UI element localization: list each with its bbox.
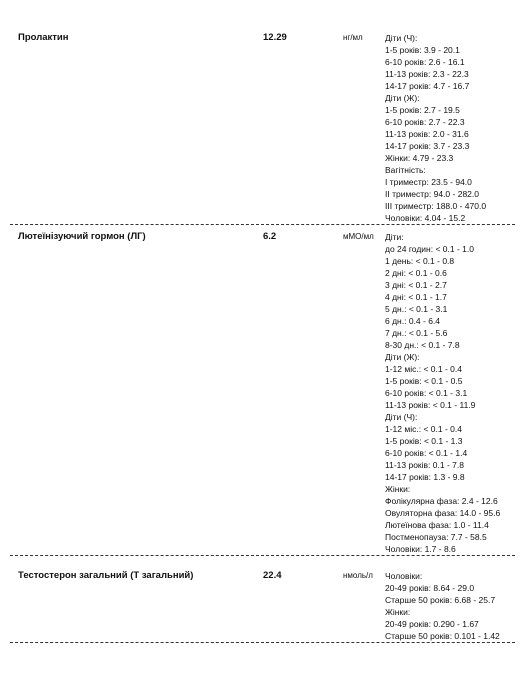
reference-line: 6-10 років: 2.6 - 16.1: [385, 57, 465, 67]
reference-line: Лютеїнова фаза: 1.0 - 11.4: [385, 520, 489, 530]
reference-line: Фолікулярна фаза: 2.4 - 12.6: [385, 496, 498, 506]
reference-line: 6-10 років: 2.7 - 22.3: [385, 117, 465, 127]
reference-line: 3 дні: < 0.1 - 2.7: [385, 280, 447, 290]
reference-line: Діти:: [385, 232, 404, 242]
reference-line: 1-12 міс.: < 0.1 - 0.4: [385, 424, 462, 434]
reference-line: Жінки:: [385, 607, 411, 617]
reference-line: 11-13 років: < 0.1 - 11.9: [385, 400, 476, 410]
reference-line: 1-5 років: < 0.1 - 1.3: [385, 436, 463, 446]
reference-line: 6-10 років: < 0.1 - 1.4: [385, 448, 468, 458]
reference-ranges: Діти: до 24 годин: < 0.1 - 1.0 1 день: < 0…: [385, 231, 515, 555]
reference-line: до 24 годин: < 0.1 - 1.0: [385, 244, 474, 254]
reference-line: 11-13 років: 2.3 - 22.3: [385, 69, 469, 79]
reference-line: Чоловіки: 4.04 - 15.2: [385, 213, 466, 223]
reference-line: Чоловіки: 1.7 - 8.6: [385, 544, 456, 554]
reference-line: 6 дн.: 0.4 - 6.4: [385, 316, 441, 326]
reference-line: Діти (Ч):: [385, 412, 418, 422]
reference-line: 1-5 років: 3.9 - 20.1: [385, 45, 460, 55]
reference-line: 2 дні: < 0.1 - 0.6: [385, 268, 447, 278]
test-unit: мМО/мл: [343, 232, 374, 241]
reference-line: 1-5 років: < 0.1 - 0.5: [385, 376, 463, 386]
reference-line: Жінки: 4.79 - 23.3: [385, 153, 454, 163]
reference-line: 1-12 міс.: < 0.1 - 0.4: [385, 364, 462, 374]
reference-line: Старше 50 років: 0.101 - 1.42: [385, 631, 500, 641]
reference-line: 4 дні: < 0.1 - 1.7: [385, 292, 447, 302]
reference-line: II триместр: 94.0 - 282.0: [385, 189, 479, 199]
reference-line: I триместр: 23.5 - 94.0: [385, 177, 472, 187]
reference-line: Чоловіки:: [385, 571, 423, 581]
reference-line: Діти (Ж):: [385, 93, 420, 103]
reference-line: 5 дн.: < 0.1 - 3.1: [385, 304, 448, 314]
reference-line: III триместр: 188.0 - 470.0: [385, 201, 487, 211]
reference-line: 11-13 років: 0.1 - 7.8: [385, 460, 464, 470]
reference-line: Діти (Ж):: [385, 352, 420, 362]
reference-line: Постменопауза: 7.7 - 58.5: [385, 532, 487, 542]
test-name: Тестостерон загальний (Т загальний): [18, 570, 194, 581]
result-row: Тестостерон загальний (Т загальний) 22.4 н…: [10, 556, 515, 643]
reference-line: Жінки:: [385, 484, 411, 494]
reference-line: 20-49 років: 8.64 - 29.0: [385, 583, 475, 593]
test-value: 22.4: [263, 570, 282, 581]
reference-line: Старше 50 років: 6.68 - 25.7: [385, 595, 496, 605]
test-value: 6.2: [263, 231, 277, 242]
reference-line: 14-17 років: 1.3 - 9.8: [385, 472, 465, 482]
reference-line: 14-17 років: 4.7 - 16.7: [385, 81, 470, 91]
test-unit: нг/мл: [343, 33, 363, 42]
test-name: Пролактин: [18, 32, 69, 43]
reference-line: Овуляторна фаза: 14.0 - 95.6: [385, 508, 501, 518]
reference-line: 7 дн.: < 0.1 - 5.6: [385, 328, 448, 338]
test-unit: нмоль/л: [343, 571, 373, 580]
reference-line: 11-13 років: 2.0 - 31.6: [385, 129, 469, 139]
reference-line: Діти (Ч):: [385, 33, 418, 43]
test-value: 12.29: [263, 32, 287, 43]
reference-line: 14-17 років: 3.7 - 23.3: [385, 141, 470, 151]
reference-line: 1-5 років: 2.7 - 19.5: [385, 105, 460, 115]
test-name: Лютеїнізуючий гормон (ЛГ): [18, 231, 146, 242]
reference-ranges: Діти (Ч): 1-5 років: 3.9 - 20.1 6-10 років…: [385, 32, 515, 224]
result-row: Пролактин 12.29 нг/мл Діти (Ч): 1-5 років: 3…: [10, 32, 515, 225]
reference-ranges: Чоловіки: 20-49 років: 8.64 - 29.0 Старше …: [385, 570, 515, 642]
reference-line: 20-49 років: 0.290 - 1.67: [385, 619, 479, 629]
reference-line: Вагітність:: [385, 165, 426, 175]
result-row: Лютеїнізуючий гормон (ЛГ) 6.2 мМО/мл Діти: д…: [10, 225, 515, 556]
reference-line: 1 день: < 0.1 - 0.8: [385, 256, 455, 266]
reference-line: 6-10 років: < 0.1 - 3.1: [385, 388, 468, 398]
reference-line: 8-30 дн.: < 0.1 - 7.8: [385, 340, 460, 350]
